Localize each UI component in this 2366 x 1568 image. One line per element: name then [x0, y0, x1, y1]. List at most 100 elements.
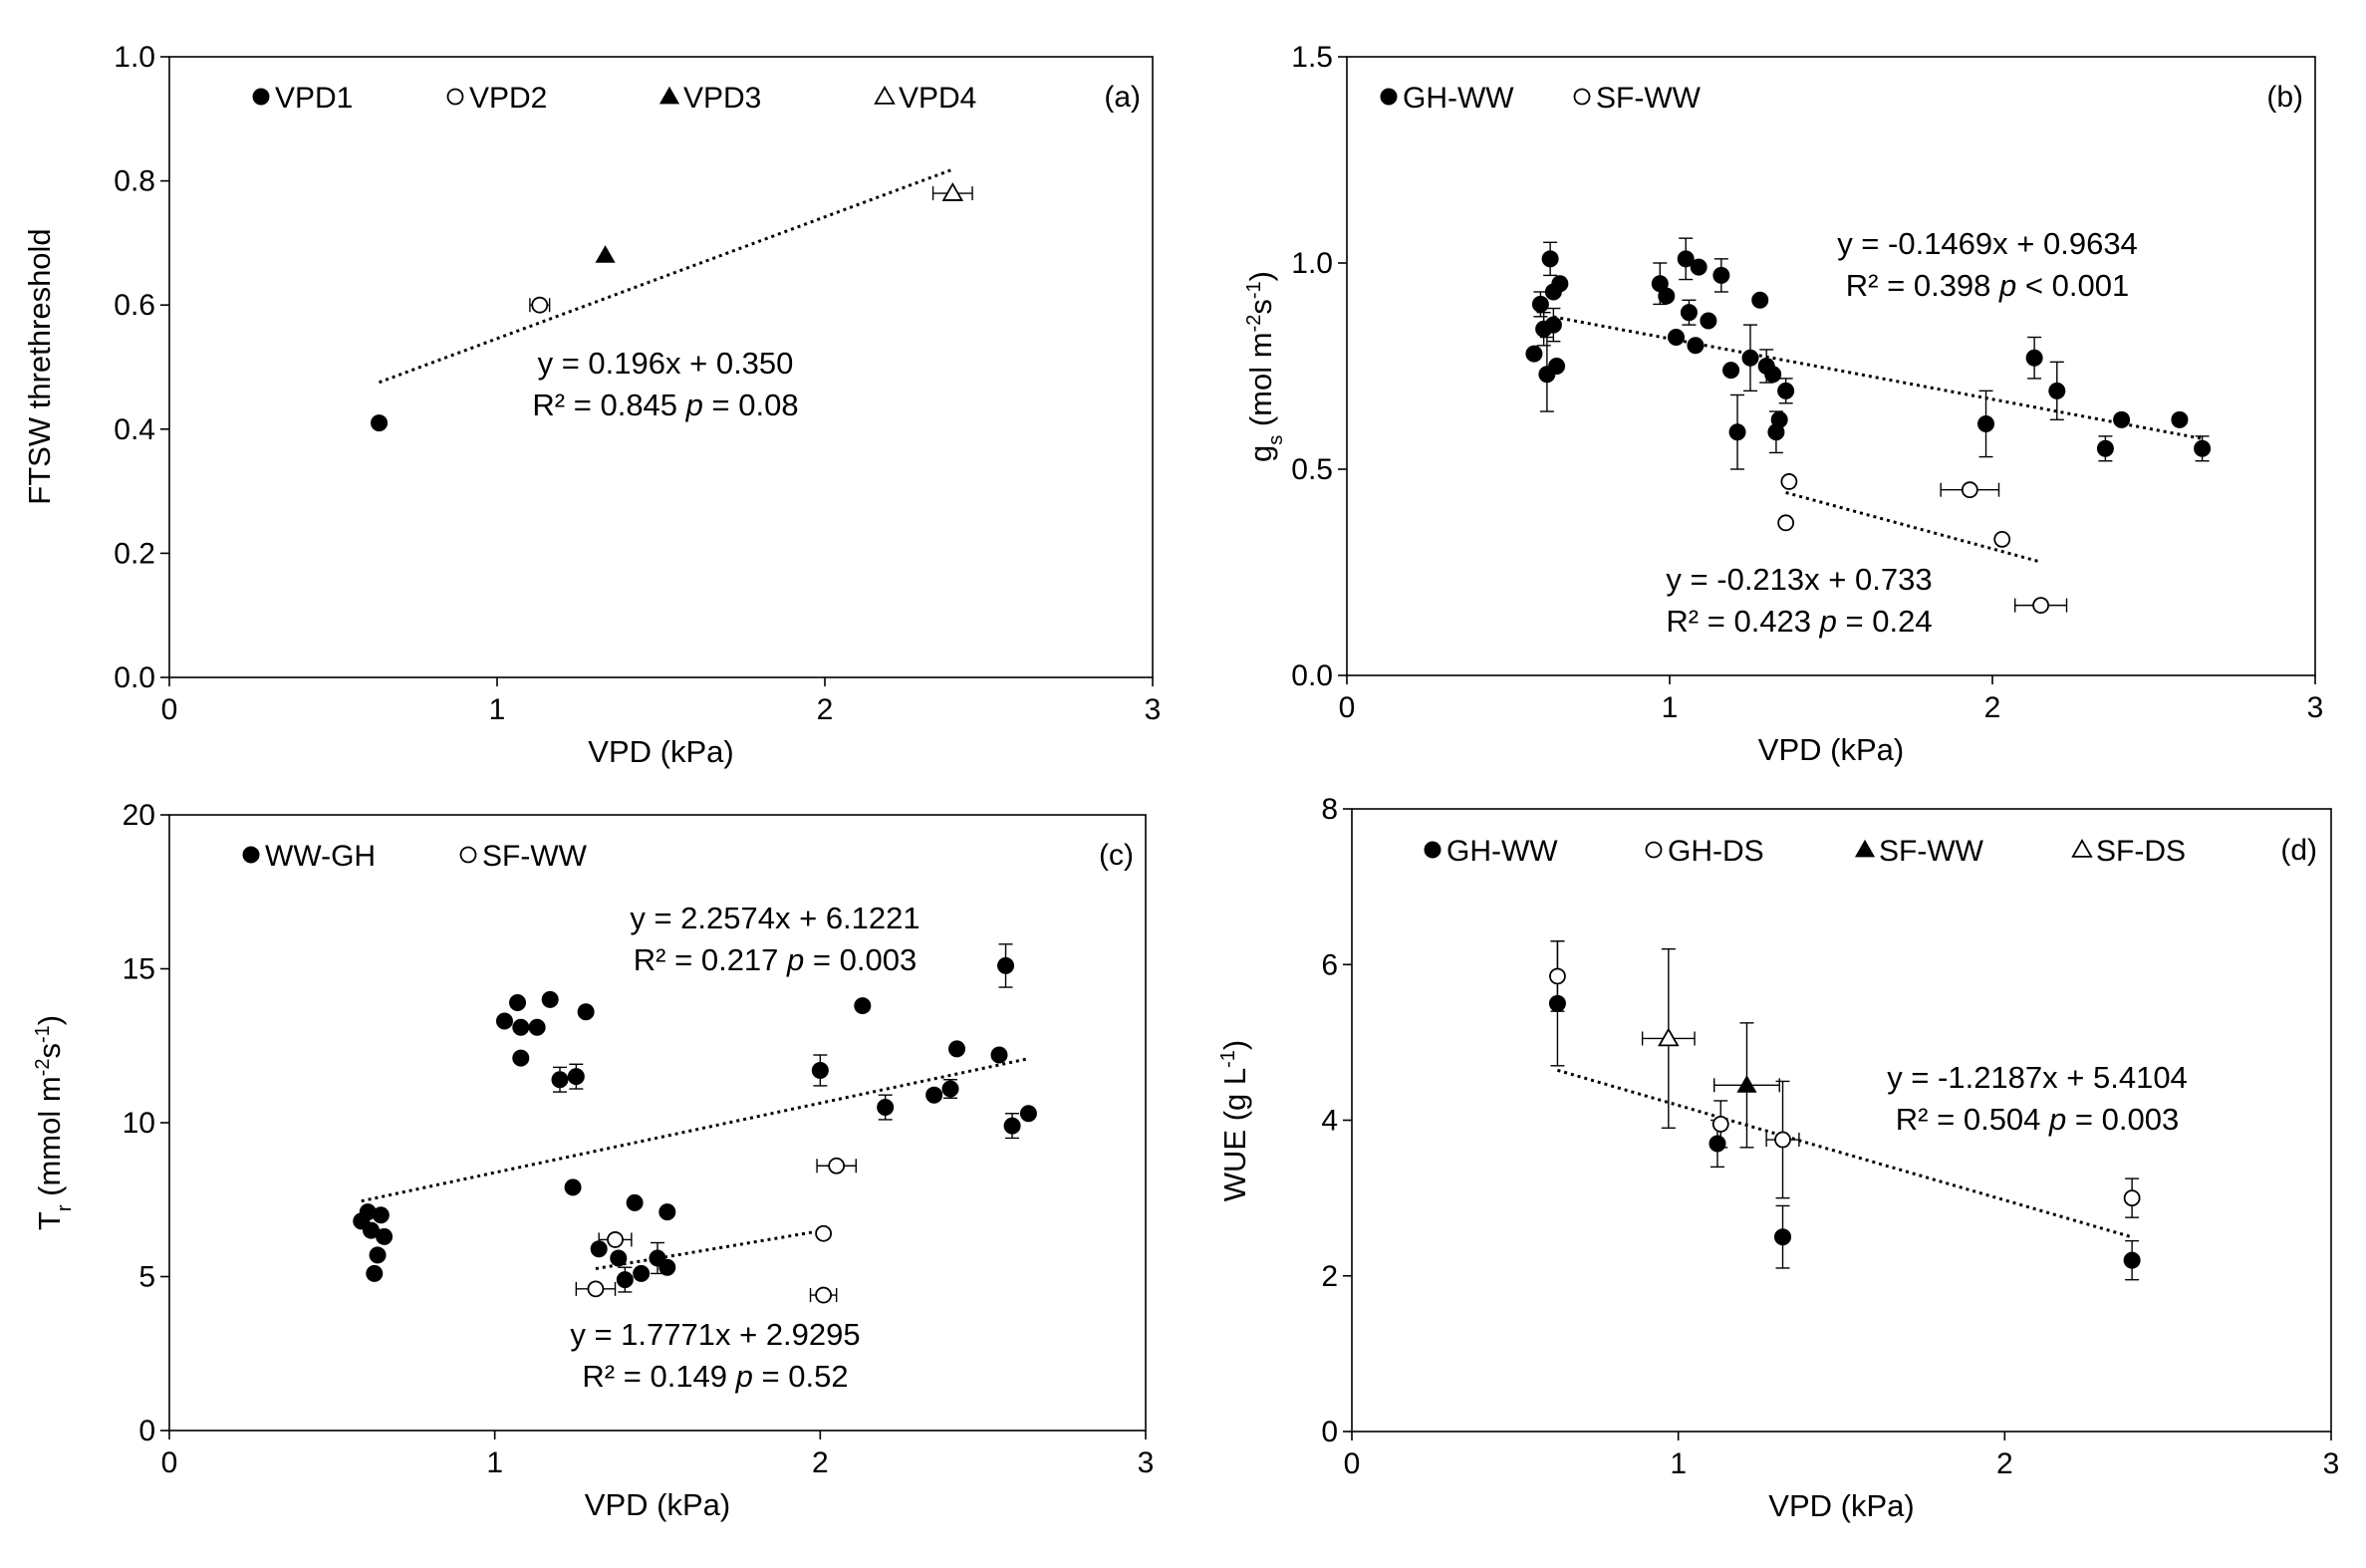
data-point-gh-ww: [1751, 291, 1769, 309]
legend-label: WW-GH: [265, 840, 376, 873]
data-point-vpd3: [595, 245, 616, 263]
x-tick-label: 2: [1984, 691, 2001, 724]
y-tick-label: 0.0: [114, 661, 155, 694]
axis-label-part: -2: [1243, 315, 1265, 333]
trendline: [595, 1228, 824, 1271]
x-tick-label: 0: [161, 693, 178, 726]
data-point-gh-ww: [1677, 250, 1695, 268]
trendline-equation: y = -0.213x + 0.733: [1666, 562, 1932, 597]
trendline: [361, 1057, 1029, 1203]
x-tick-label: 0: [1339, 691, 1356, 724]
trendline: [379, 167, 953, 385]
data-point-ww-gh: [369, 1246, 387, 1264]
x-tick-label: 1: [489, 693, 506, 726]
r-squared: R² = 0.398: [1846, 268, 1999, 303]
data-point-gh-ww: [1658, 287, 1676, 305]
data-point-ww-gh: [997, 956, 1015, 974]
data-point-gh-ww: [1722, 362, 1740, 380]
r-squared: R² = 0.423: [1666, 604, 1819, 639]
data-point-ww-gh: [1003, 1117, 1021, 1135]
p-value-rest: = 0.08: [703, 388, 799, 422]
data-point-ww-gh: [616, 1271, 634, 1289]
axis-label-part: s: [1265, 435, 1287, 445]
data-point-ww-gh: [610, 1249, 628, 1267]
r-squared: R² = 0.217: [634, 942, 787, 977]
y-tick-label: 4: [1321, 1105, 1338, 1138]
p-value: p: [786, 942, 804, 977]
data-point-sf-ww: [1961, 481, 1978, 499]
r-squared: R² = 0.149: [582, 1359, 735, 1394]
x-tick-label: 3: [1138, 1446, 1155, 1479]
data-point-gh-ww: [1777, 382, 1795, 399]
y-tick-label: 1.0: [1291, 247, 1333, 280]
y-tick-label: 8: [1321, 793, 1338, 826]
x-tick-label: 2: [812, 1446, 829, 1479]
data-point-gh-ww: [1687, 337, 1705, 355]
data-point-ww-gh: [541, 990, 559, 1008]
data-point-gh-ww: [2194, 439, 2212, 457]
data-point-sf-ww: [1777, 514, 1795, 532]
plot-frame: [1351, 808, 2332, 1433]
axis-label-part: -1: [1243, 281, 1265, 299]
data-point-ww-gh: [626, 1193, 644, 1211]
data-point-ww-gh: [948, 1040, 966, 1058]
axis-label-part: g: [1243, 445, 1278, 462]
y-axis-label: gs (mol m-2s-1): [1243, 271, 1287, 462]
data-point-gh-ww: [1770, 410, 1788, 428]
legend-marker: [1424, 841, 1442, 859]
data-point-gh-ww: [2025, 349, 2043, 367]
data-point-sf-ww: [2032, 597, 2050, 615]
trendline-equation: y = 2.2574x + 6.1221: [630, 901, 920, 935]
legend-marker: [1380, 88, 1398, 106]
x-axis-label: VPD (kPa): [1758, 732, 1904, 767]
data-point-ww-gh: [941, 1080, 959, 1098]
trendline: [1553, 315, 2203, 440]
data-point-ww-gh: [366, 1264, 384, 1282]
data-point-gh-ds: [1774, 1131, 1791, 1149]
trendline-stats: R² = 0.149 p = 0.52: [582, 1359, 848, 1394]
data-point-ww-gh: [564, 1178, 582, 1196]
plot-frame: [168, 56, 1154, 678]
data-point-ww-gh: [495, 1012, 513, 1030]
trendline-equation: y = -0.1469x + 0.9634: [1837, 226, 2138, 261]
data-point-gh-ww: [2171, 410, 2189, 428]
data-point-sf-ww: [815, 1286, 832, 1304]
data-point-gh-ww: [1531, 295, 1549, 313]
legend-marker: [2071, 838, 2093, 858]
data-point-gh-ww: [2096, 439, 2114, 457]
legend-marker: [242, 846, 260, 864]
y-axis-label: WUE (g L-1): [1217, 1040, 1252, 1201]
data-point-gh-ww: [1667, 329, 1685, 347]
plot-frame: [1346, 56, 2316, 676]
legend-marker: [459, 846, 477, 864]
x-tick-label: 0: [161, 1446, 178, 1479]
data-point-sf-ww: [1736, 1075, 1757, 1093]
data-point-ww-gh: [528, 1018, 546, 1036]
data-point-gh-ds: [1549, 967, 1566, 985]
p-value: p: [2048, 1102, 2066, 1137]
legend-marker: [446, 88, 464, 106]
data-point-gh-ww: [1700, 312, 1717, 330]
data-point-ww-gh: [372, 1206, 390, 1224]
legend-label: VPD4: [899, 82, 976, 115]
y-tick-label: 0.5: [1291, 453, 1333, 486]
data-point-gh-ww: [2113, 410, 2131, 428]
data-point-vpd2: [531, 296, 549, 314]
p-value-rest: = 0.003: [2066, 1102, 2179, 1137]
data-point-sf-ww: [1780, 473, 1798, 490]
trendline-equation: y = 0.196x + 0.350: [538, 346, 794, 381]
y-tick-label: 20: [123, 799, 155, 832]
legend-label: VPD3: [683, 82, 761, 115]
legend-label: SF-WW: [1596, 82, 1702, 115]
chart-panel-c: 0 1 2 3 0 5 10 15 20 VPD (kPa) Tr (mmol m-2s-1) (c)…: [32, 799, 1154, 1522]
legend-marker: [1645, 841, 1663, 859]
y-tick-label: 0: [1321, 1416, 1338, 1448]
x-tick-label: 2: [1996, 1447, 2013, 1480]
y-tick-label: 0.2: [114, 537, 155, 570]
axis-label-part: (mmol m: [32, 1076, 67, 1204]
x-tick-label: 1: [486, 1446, 503, 1479]
panel-label: (a): [1104, 81, 1141, 114]
data-point-gh-ww: [1551, 275, 1569, 293]
